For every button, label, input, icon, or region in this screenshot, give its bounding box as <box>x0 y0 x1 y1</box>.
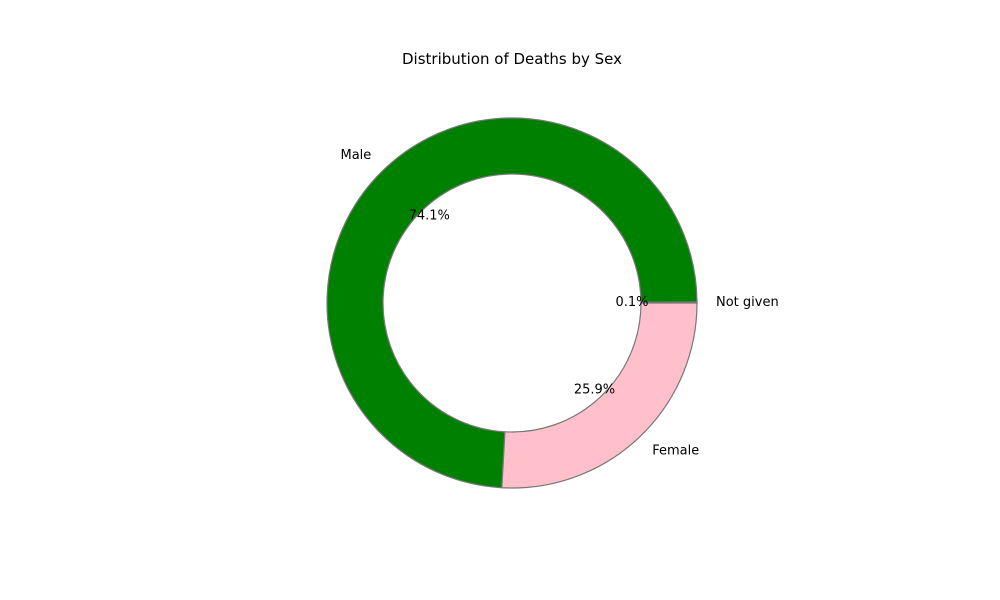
slice-label-not-given: Not given <box>716 295 779 310</box>
donut-slices <box>326 117 698 489</box>
slice-label-male: Male <box>341 148 372 163</box>
slice-pct-female: 25.9% <box>574 383 615 398</box>
slice-pct-not-given: 0.1% <box>615 295 648 310</box>
chart-title: Distribution of Deaths by Sex <box>402 50 622 68</box>
slice-female <box>501 302 698 489</box>
donut-labels: Not given 0.1% Male 74.1% Female 25.9% <box>341 148 779 459</box>
slice-male <box>326 117 698 489</box>
slice-pct-male: 74.1% <box>409 209 450 224</box>
slice-label-female: Female <box>652 444 699 459</box>
